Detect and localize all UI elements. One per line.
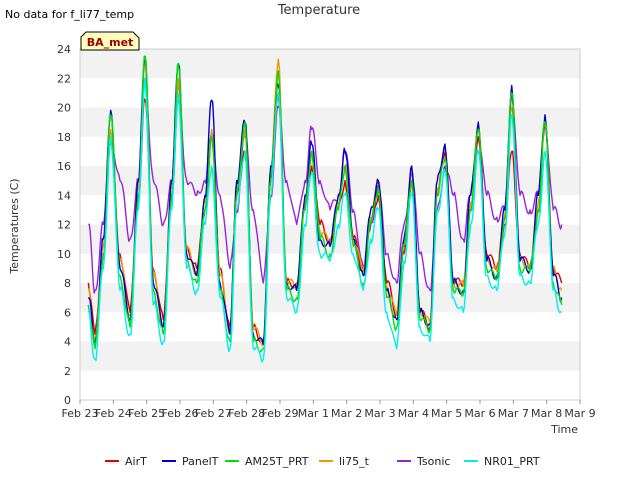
y-tick-label: 4 [64,336,71,349]
x-tick-label: Mar 2 [331,407,362,420]
legend-label: Tsonic [416,455,450,468]
x-tick-label: Mar 3 [364,407,395,420]
x-tick-label: Mar 4 [398,407,429,420]
x-tick-label: Feb 26 [162,407,199,420]
grid-band [80,136,580,166]
legend-label: PanelT [182,455,219,468]
no-data-note: No data for f_li77_temp [5,8,134,21]
y-tick-label: 18 [57,131,71,144]
badge-label: BA_met [87,36,134,49]
series-line-nr01-prt [87,77,563,363]
x-tick-label: Mar 1 [298,407,329,420]
plot-frame [79,48,581,401]
y-tick-label: 0 [64,394,71,407]
x-tick-label: Feb 23 [62,407,99,420]
x-tick-label: Mar 6 [464,407,495,420]
x-tick-label: Mar 8 [531,407,562,420]
y-tick-label: 2 [64,365,71,378]
x-axis-label: Time [550,423,578,436]
y-tick-label: 12 [57,219,71,232]
grid-band [80,78,580,108]
x-tick-label: Feb 29 [262,407,299,420]
grid-band [80,341,580,371]
x-tick-label: Mar 9 [564,407,595,420]
y-tick-label: 14 [57,189,71,202]
y-tick-label: 10 [57,248,71,261]
x-tick-label: Feb 24 [95,407,132,420]
y-axis-label: Temperatures (C) [8,178,21,274]
x-tick-label: Mar 7 [498,407,529,420]
x-tick-label: Feb 25 [128,407,165,420]
y-tick-label: 16 [57,160,71,173]
y-tick-label: 24 [57,43,71,56]
series-line-tsonic [88,77,563,294]
grid-band [80,49,580,79]
y-tick-label: 8 [64,277,71,290]
y-tick-label: 6 [64,306,71,319]
y-tick-label: 22 [57,72,71,85]
legend-label: NR01_PRT [484,455,540,468]
grid-band [80,166,580,196]
station-badge: BA_met [80,31,140,51]
x-tick-label: Mar 5 [431,407,462,420]
legend-label: AirT [125,455,147,468]
x-tick-label: Feb 27 [195,407,232,420]
chart-title: Temperature [277,3,360,18]
grid-band [80,370,580,400]
grid-band [80,312,580,342]
x-tick-label: Feb 28 [228,407,265,420]
badge-background [80,31,140,51]
y-tick-label: 20 [57,102,71,115]
grid-band [80,107,580,137]
legend: AirT PanelT AM25T_PRT li75_t Tsonic NR01_PRT [105,455,540,468]
legend-label: AM25T_PRT [245,455,309,468]
legend-label: li75_t [339,455,370,468]
series-lines [87,55,563,363]
